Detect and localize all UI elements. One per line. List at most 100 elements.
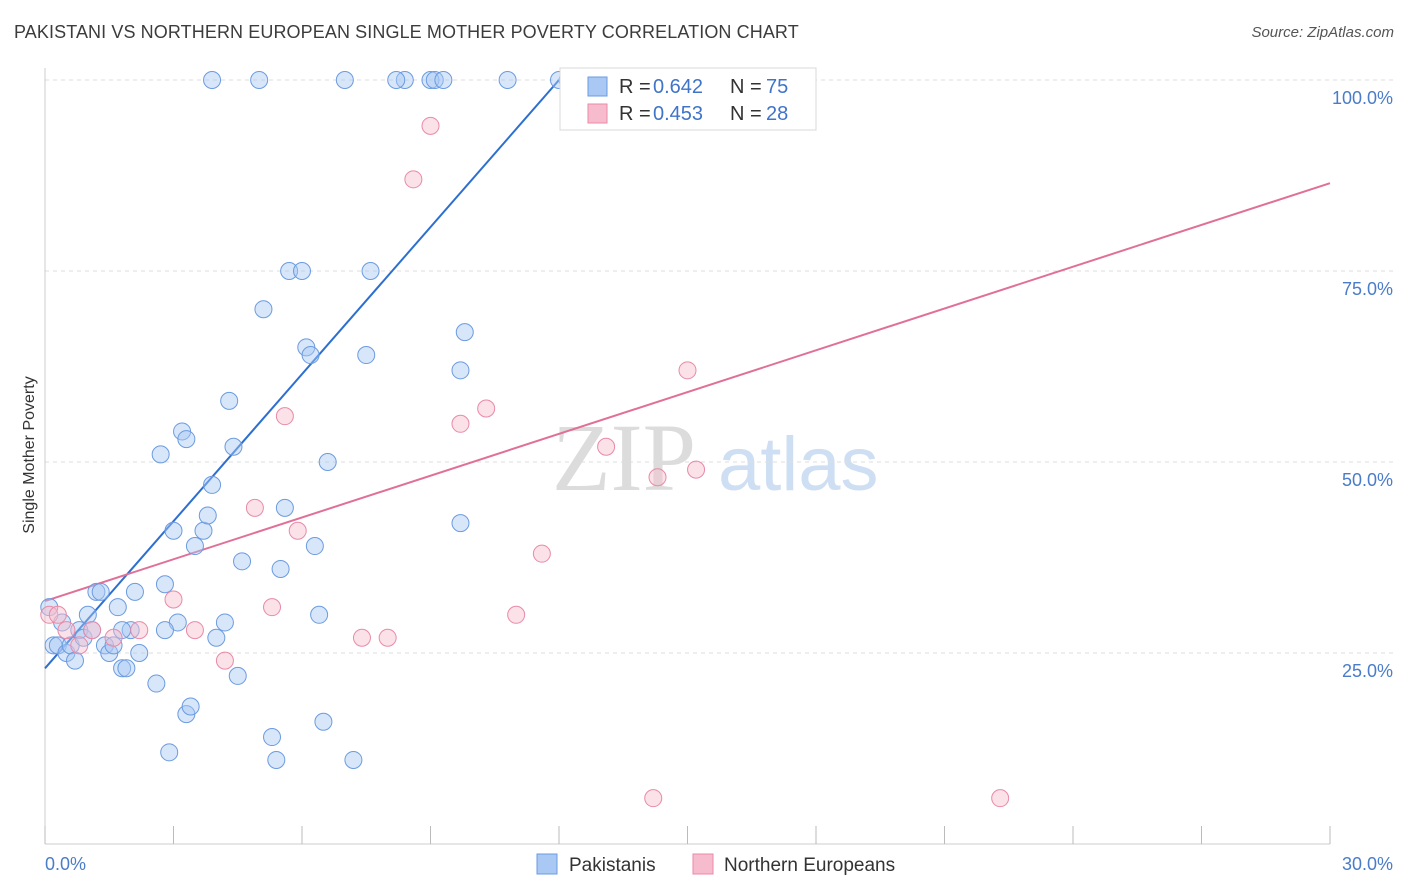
point-northern-europeans xyxy=(70,636,89,655)
point-northern-europeans xyxy=(245,498,264,517)
point-pakistanis xyxy=(310,605,329,624)
point-pakistanis xyxy=(421,71,440,89)
x-tick-label: 0.0% xyxy=(45,854,86,874)
watermark-zip: ZIP xyxy=(552,404,696,511)
bottom-legend-swatch-blue xyxy=(536,853,558,875)
chart-source: Source: ZipAtlas.com xyxy=(1251,24,1394,41)
point-pakistanis xyxy=(301,346,320,365)
watermark-atlas: atlas xyxy=(718,422,879,507)
point-pakistanis xyxy=(271,559,290,578)
point-pakistanis xyxy=(185,537,204,556)
point-northern-europeans xyxy=(532,544,551,563)
point-pakistanis xyxy=(498,71,517,89)
point-northern-europeans xyxy=(48,605,67,624)
point-pakistanis xyxy=(263,728,282,747)
y-axis-label: Single Mother Poverty xyxy=(21,376,38,533)
data-points xyxy=(40,71,1010,808)
point-pakistanis xyxy=(117,659,136,678)
point-northern-europeans xyxy=(215,651,234,670)
point-pakistanis xyxy=(455,323,474,342)
point-pakistanis xyxy=(220,391,239,410)
point-pakistanis xyxy=(434,71,453,89)
point-pakistanis xyxy=(151,445,170,464)
point-northern-europeans xyxy=(597,437,616,456)
legend-n-label-2: N = xyxy=(730,103,762,125)
point-pakistanis xyxy=(177,430,196,449)
point-northern-europeans xyxy=(477,399,496,418)
point-pakistanis xyxy=(357,346,376,365)
point-pakistanis xyxy=(250,71,269,89)
point-pakistanis xyxy=(224,437,243,456)
point-northern-europeans xyxy=(404,170,423,189)
point-pakistanis xyxy=(194,521,213,540)
point-pakistanis xyxy=(280,262,299,280)
tick-labels: 25.0% 50.0% 75.0% 100.0% 0.0% 30.0% xyxy=(45,88,1393,874)
legend: R = 0.642 N = 75 R = 0.453 N = 28 xyxy=(559,67,817,131)
chart-title: PAKISTANI VS NORTHERN EUROPEAN SINGLE MO… xyxy=(14,22,799,42)
point-pakistanis xyxy=(215,613,234,632)
legend-n-value-2: 28 xyxy=(766,103,788,125)
point-pakistanis xyxy=(305,537,324,556)
point-pakistanis xyxy=(293,262,311,280)
point-northern-europeans xyxy=(185,621,204,640)
point-northern-europeans xyxy=(644,789,663,808)
point-pakistanis xyxy=(147,674,166,693)
x-tick-label: 30.0% xyxy=(1342,854,1393,874)
legend-r-label-2: R = xyxy=(619,103,651,125)
legend-r-label-1: R = xyxy=(619,76,651,98)
point-pakistanis xyxy=(104,636,123,655)
trend-line-northern-europeans xyxy=(44,182,1331,602)
point-northern-europeans xyxy=(378,628,397,647)
point-northern-europeans xyxy=(648,468,667,487)
point-pakistanis xyxy=(198,506,217,525)
point-northern-europeans xyxy=(104,628,123,647)
point-northern-europeans xyxy=(288,521,307,540)
point-pakistanis xyxy=(125,582,144,601)
axes xyxy=(44,68,1331,845)
point-pakistanis xyxy=(130,644,149,662)
point-pakistanis xyxy=(361,262,380,280)
point-northern-europeans xyxy=(421,116,440,135)
point-pakistanis xyxy=(78,605,97,624)
bottom-legend: Pakistanis Northern Europeans xyxy=(536,853,895,876)
point-northern-europeans xyxy=(991,789,1010,808)
point-pakistanis xyxy=(318,453,337,471)
point-pakistanis xyxy=(233,552,252,571)
point-pakistanis xyxy=(228,666,247,685)
y-tick-label: 25.0% xyxy=(1342,661,1393,681)
point-northern-europeans xyxy=(275,407,294,426)
bottom-legend-swatch-pink xyxy=(692,853,714,875)
point-northern-europeans xyxy=(57,621,76,640)
point-northern-europeans xyxy=(687,460,706,479)
point-pakistanis xyxy=(387,71,406,89)
point-northern-europeans xyxy=(451,414,470,433)
point-pakistanis xyxy=(314,712,333,731)
legend-r-value-1: 0.642 xyxy=(653,76,703,98)
point-northern-europeans xyxy=(678,361,697,380)
point-pakistanis xyxy=(335,71,354,89)
point-pakistanis xyxy=(275,498,294,517)
point-pakistanis xyxy=(155,621,174,640)
point-pakistanis xyxy=(254,300,273,319)
y-tick-label: 100.0% xyxy=(1332,88,1393,108)
point-northern-europeans xyxy=(352,628,371,647)
bottom-legend-label-northern-europeans: Northern Europeans xyxy=(724,855,895,876)
point-pakistanis xyxy=(344,750,363,769)
point-pakistanis xyxy=(451,361,470,380)
point-pakistanis xyxy=(267,750,286,769)
legend-n-value-1: 75 xyxy=(766,76,788,98)
point-northern-europeans xyxy=(164,590,183,609)
legend-swatch-blue xyxy=(587,76,608,97)
point-pakistanis xyxy=(451,514,470,533)
point-northern-europeans xyxy=(130,621,149,640)
y-tick-label: 75.0% xyxy=(1342,279,1393,299)
point-northern-europeans xyxy=(263,598,282,617)
point-pakistanis xyxy=(91,582,110,601)
point-pakistanis xyxy=(203,475,222,494)
point-pakistanis xyxy=(87,582,106,601)
point-pakistanis xyxy=(108,598,127,617)
point-pakistanis xyxy=(160,743,179,762)
point-pakistanis xyxy=(65,651,84,670)
point-pakistanis xyxy=(181,697,200,716)
